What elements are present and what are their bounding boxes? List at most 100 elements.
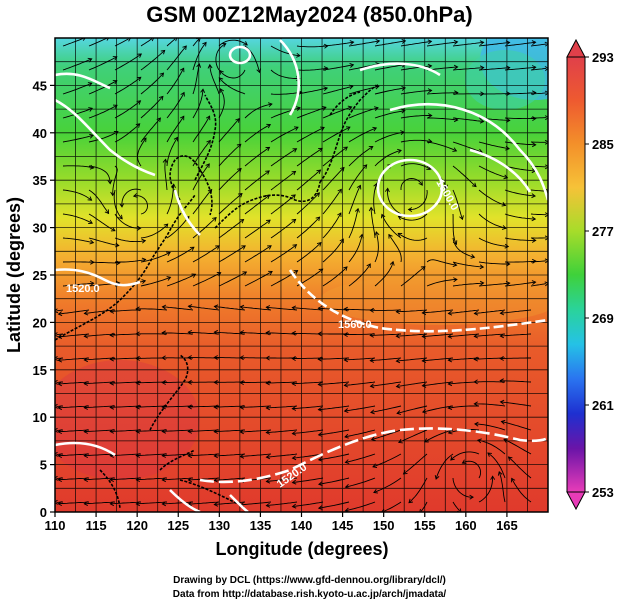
streamline (500, 309, 532, 314)
contour-label-1520-west: 1520.0 (66, 283, 100, 295)
streamline (166, 184, 175, 215)
streamline (322, 212, 342, 239)
streamline (318, 429, 350, 436)
streamline-arrowhead (317, 432, 323, 437)
streamline-arrowhead (109, 404, 115, 410)
streamline (192, 245, 220, 263)
streamline (348, 185, 361, 215)
streamline (140, 96, 164, 119)
streamline (62, 58, 92, 71)
streamline (452, 501, 460, 512)
streamline (192, 140, 211, 167)
streamline (296, 147, 323, 167)
streamline-arrowhead (55, 332, 59, 338)
streamline-arrowhead (499, 310, 505, 316)
streamline (452, 67, 484, 71)
streamline-arrowhead (135, 123, 141, 128)
streamline-arrowhead (187, 477, 193, 483)
streamline-arrowhead (57, 381, 63, 387)
streamline-arrowhead (291, 330, 296, 336)
streamline-arrowhead (421, 358, 427, 364)
streamline-arrowhead (318, 481, 323, 487)
streamline (370, 381, 402, 387)
streamline-arrowhead (83, 310, 89, 316)
streamline-arrowhead (317, 331, 322, 337)
streamline-arrowhead (213, 304, 219, 310)
streamline-arrowhead (420, 266, 426, 271)
streamline (84, 333, 116, 337)
streamline-arrowhead (388, 233, 393, 239)
streamline (348, 263, 371, 287)
streamline-arrowhead (418, 181, 423, 186)
streamline (214, 331, 246, 335)
streamline-arrowhead (452, 262, 458, 268)
streamline-arrowhead (500, 419, 506, 425)
streamline (88, 104, 118, 119)
streamline-arrowhead (544, 281, 548, 287)
x-tick-label: 135 (250, 518, 272, 533)
streamline-arrowhead (88, 219, 93, 224)
y-axis-ticks: 0 5 10 15 20 25 30 35 40 45 (33, 78, 55, 520)
streamline (58, 501, 90, 505)
streamline (164, 159, 168, 191)
streamline (374, 261, 394, 287)
streamline-arrowhead (163, 223, 169, 229)
streamline (266, 429, 298, 434)
streamline (345, 501, 376, 512)
streamline-arrowhead (354, 207, 360, 213)
streamline (370, 405, 402, 413)
x-tick-label: 140 (291, 518, 313, 533)
streamline (370, 207, 376, 239)
streamline-arrowhead (87, 196, 93, 201)
streamline (374, 149, 402, 167)
streamline (479, 93, 510, 95)
streamline-arrowhead (109, 332, 115, 338)
streamline (296, 127, 325, 143)
streamline-arrowhead (479, 65, 485, 71)
streamline (478, 41, 510, 47)
streamline-arrowhead (507, 456, 513, 461)
streamline-arrowhead (112, 80, 118, 85)
streamline (266, 332, 298, 335)
streamline-arrowhead (461, 459, 467, 464)
colorbar-gradient (566, 56, 586, 493)
streamline-arrowhead (453, 39, 459, 45)
streamline (166, 45, 187, 71)
streamline (218, 193, 243, 215)
streamline-arrowhead (170, 183, 176, 189)
streamline-arrowhead (427, 39, 433, 45)
streamline-arrowhead (132, 193, 138, 198)
streamline (58, 333, 90, 338)
streamline (244, 103, 272, 119)
streamline (422, 357, 454, 362)
y-axis-title: Latitude (degrees) (4, 197, 24, 353)
streamline (140, 251, 171, 263)
streamline-arrowhead (89, 239, 95, 245)
streamline (296, 106, 327, 119)
streamline (188, 305, 220, 311)
streamline-arrowhead (239, 330, 245, 335)
streamline (266, 501, 298, 507)
colorbar-tick-label: 293 (592, 50, 614, 65)
streamline-arrowhead (161, 330, 166, 336)
streamline-arrowhead (395, 358, 401, 364)
streamline-arrowhead (339, 166, 345, 172)
streamline-arrowhead (57, 429, 63, 435)
streamline (296, 87, 328, 95)
credit-drawing: Drawing by DCL (https://www.gfd-dennou.o… (173, 575, 446, 586)
streamline-arrowhead (83, 405, 89, 410)
streamline-arrowhead (469, 494, 474, 500)
streamline-arrowhead (401, 108, 406, 114)
streamline-arrowhead (239, 380, 244, 385)
streamline (474, 357, 506, 360)
streamline-arrowhead (239, 404, 244, 410)
streamline-arrowhead (109, 308, 115, 314)
streamline (292, 429, 324, 435)
x-tick-label: 160 (455, 518, 477, 533)
streamline (88, 38, 108, 47)
streamline (374, 110, 405, 119)
streamline-arrowhead (531, 65, 537, 70)
streamline (162, 453, 194, 457)
streamline-arrowhead (207, 63, 213, 69)
streamline-arrowhead (369, 383, 375, 389)
